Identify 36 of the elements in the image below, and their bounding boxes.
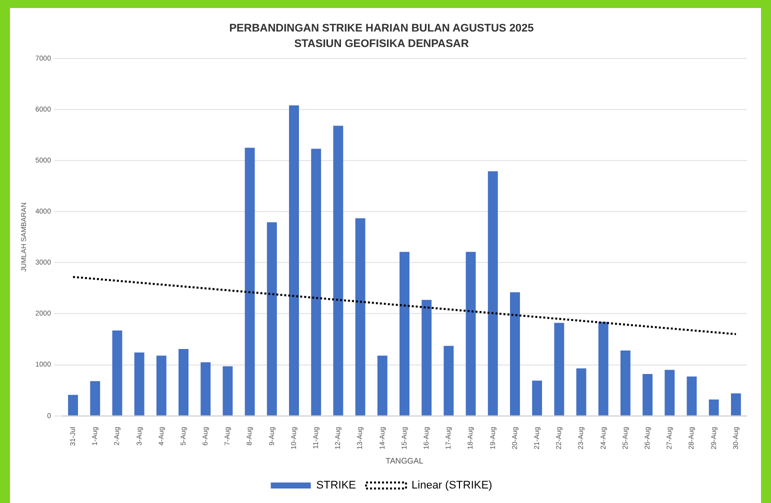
bar <box>377 356 388 416</box>
bar <box>730 393 741 416</box>
bar <box>686 376 697 416</box>
bar <box>664 370 675 416</box>
bar <box>266 222 277 416</box>
legend-label: STRIKE <box>316 480 356 492</box>
bar <box>620 350 630 416</box>
bar <box>178 348 188 416</box>
bar <box>333 126 344 416</box>
bar <box>708 399 719 416</box>
bar <box>444 346 454 416</box>
bar <box>598 322 608 416</box>
chart-subtitle: STASIUN GEOFISIKA DENPASAR <box>294 38 469 50</box>
bar <box>488 171 498 416</box>
bar <box>90 381 100 416</box>
bar <box>554 322 564 416</box>
bar <box>510 292 520 416</box>
x-axis-title: TANGGAL <box>386 456 424 466</box>
bar <box>156 356 166 416</box>
chart-title: PERBANDINGAN STRIKE HARIAN BULAN AGUSTUS 2025 <box>229 22 534 35</box>
bar <box>642 374 653 416</box>
bar <box>200 362 211 416</box>
bar <box>466 252 476 416</box>
bar <box>222 366 233 416</box>
bar <box>532 380 542 416</box>
bar <box>422 300 432 416</box>
bar <box>134 352 144 416</box>
bar <box>68 394 78 416</box>
bar <box>311 148 322 416</box>
bar <box>289 105 299 416</box>
bar <box>355 218 366 416</box>
bar <box>244 148 255 416</box>
bar <box>400 252 410 416</box>
legend-label: Linear (STRIKE) <box>412 480 492 492</box>
bar <box>112 330 122 416</box>
bar <box>576 368 586 416</box>
